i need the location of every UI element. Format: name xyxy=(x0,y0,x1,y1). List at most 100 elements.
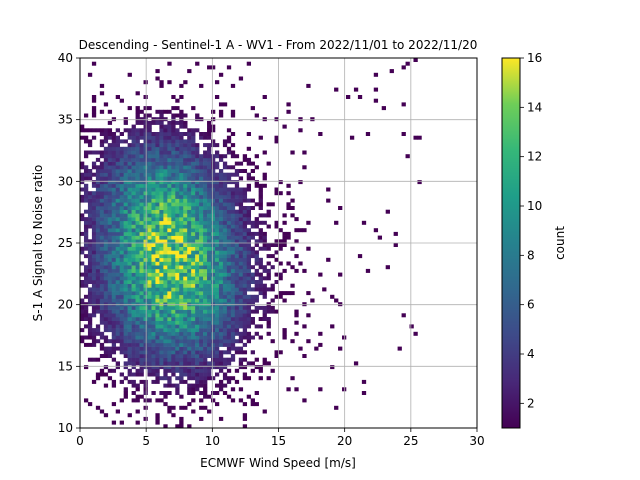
heatmap-cell xyxy=(80,161,85,166)
heatmap-cell xyxy=(199,376,204,381)
heatmap-cell xyxy=(119,302,124,307)
heatmap-cell xyxy=(95,213,101,218)
heatmap-cell xyxy=(187,361,192,366)
heatmap-cell xyxy=(111,305,117,310)
heatmap-cell xyxy=(211,239,216,244)
heatmap-cell xyxy=(135,409,140,414)
heatmap-cell xyxy=(139,132,144,136)
heatmap-cell xyxy=(143,246,148,251)
heatmap-cell xyxy=(211,261,216,266)
heatmap-cell xyxy=(80,180,85,185)
heatmap-cell xyxy=(155,132,160,136)
heatmap-cell xyxy=(111,342,117,347)
heatmap-cell xyxy=(203,342,208,347)
heatmap-cell xyxy=(179,372,184,377)
heatmap-cell xyxy=(238,302,244,307)
heatmap-cell xyxy=(135,305,140,310)
heatmap-cell xyxy=(345,95,351,99)
heatmap-cell xyxy=(211,346,216,351)
heatmap-cell xyxy=(103,183,109,188)
heatmap-cell xyxy=(107,169,113,173)
heatmap-cell xyxy=(183,283,188,288)
heatmap-cell xyxy=(218,187,224,192)
heatmap-cell xyxy=(218,283,224,288)
heatmap-cell xyxy=(187,257,192,262)
heatmap-cell xyxy=(147,357,152,362)
heatmap-cell xyxy=(127,183,132,188)
heatmap-cell xyxy=(203,246,208,251)
heatmap-cell xyxy=(222,283,228,288)
heatmap-cell xyxy=(250,298,255,303)
heatmap-cell xyxy=(250,176,255,181)
heatmap-cell xyxy=(211,376,216,381)
heatmap-cell xyxy=(179,228,184,233)
heatmap-cell xyxy=(222,228,228,233)
heatmap-cell xyxy=(171,231,176,236)
heatmap-cell xyxy=(246,265,252,270)
heatmap-cell xyxy=(80,194,85,199)
heatmap-cell xyxy=(155,324,160,329)
heatmap-cell xyxy=(167,361,172,366)
heatmap-cell xyxy=(179,217,184,222)
heatmap-cell xyxy=(139,254,144,259)
heatmap-cell xyxy=(218,276,224,281)
heatmap-cell xyxy=(151,154,156,159)
heatmap-cell xyxy=(135,313,140,318)
heatmap-cell xyxy=(115,313,120,318)
heatmap-cell xyxy=(207,128,212,133)
heatmap-cell xyxy=(207,154,212,159)
heatmap-cell xyxy=(135,257,140,262)
heatmap-cell xyxy=(187,224,192,229)
heatmap-cell xyxy=(187,228,192,233)
heatmap-cell xyxy=(139,176,144,181)
heatmap-cell xyxy=(131,365,136,370)
heatmap-cell xyxy=(222,383,228,388)
heatmap-cell xyxy=(159,298,164,303)
heatmap-cell xyxy=(115,209,120,214)
heatmap-cell xyxy=(155,398,160,403)
heatmap-cell xyxy=(151,309,156,314)
heatmap-cell xyxy=(123,335,128,340)
heatmap-cell xyxy=(302,324,307,329)
heatmap-cell xyxy=(211,243,216,247)
heatmap-cell xyxy=(147,172,152,177)
heatmap-cell xyxy=(338,272,343,277)
heatmap-cell xyxy=(163,157,168,162)
heatmap-cell xyxy=(179,83,184,88)
heatmap-cell xyxy=(199,313,204,318)
heatmap-cell xyxy=(155,169,160,173)
heatmap-cell xyxy=(222,217,228,222)
heatmap-cell xyxy=(111,165,117,170)
heatmap-cell xyxy=(218,213,224,218)
heatmap-cell xyxy=(119,398,124,403)
heatmap-cell xyxy=(123,154,128,159)
heatmap-cell xyxy=(135,146,140,151)
heatmap-cell xyxy=(191,276,196,281)
heatmap-cell xyxy=(175,165,180,170)
heatmap-cell xyxy=(103,302,109,307)
heatmap-cell xyxy=(218,320,224,325)
heatmap-cell xyxy=(135,213,140,218)
heatmap-cell xyxy=(230,202,236,207)
heatmap-cell xyxy=(143,228,148,233)
heatmap-cell xyxy=(195,217,200,222)
heatmap-cell xyxy=(143,379,148,384)
heatmap-cell xyxy=(127,209,132,214)
heatmap-cell xyxy=(167,350,172,355)
heatmap-cell xyxy=(103,206,109,210)
heatmap-cell xyxy=(107,128,113,133)
heatmap-cell xyxy=(175,298,180,303)
heatmap-cell xyxy=(87,220,93,225)
heatmap-cell xyxy=(143,257,148,262)
heatmap-cell xyxy=(151,317,156,321)
heatmap-cell xyxy=(286,109,291,114)
heatmap-cell xyxy=(167,317,172,321)
heatmap-cell xyxy=(163,213,168,218)
heatmap-cell xyxy=(191,165,196,170)
heatmap-cell xyxy=(87,291,93,296)
heatmap-cell xyxy=(131,287,136,292)
heatmap-cell xyxy=(222,254,228,259)
heatmap-cell xyxy=(203,394,208,399)
heatmap-cell xyxy=(95,198,101,203)
heatmap-cell xyxy=(338,206,343,210)
